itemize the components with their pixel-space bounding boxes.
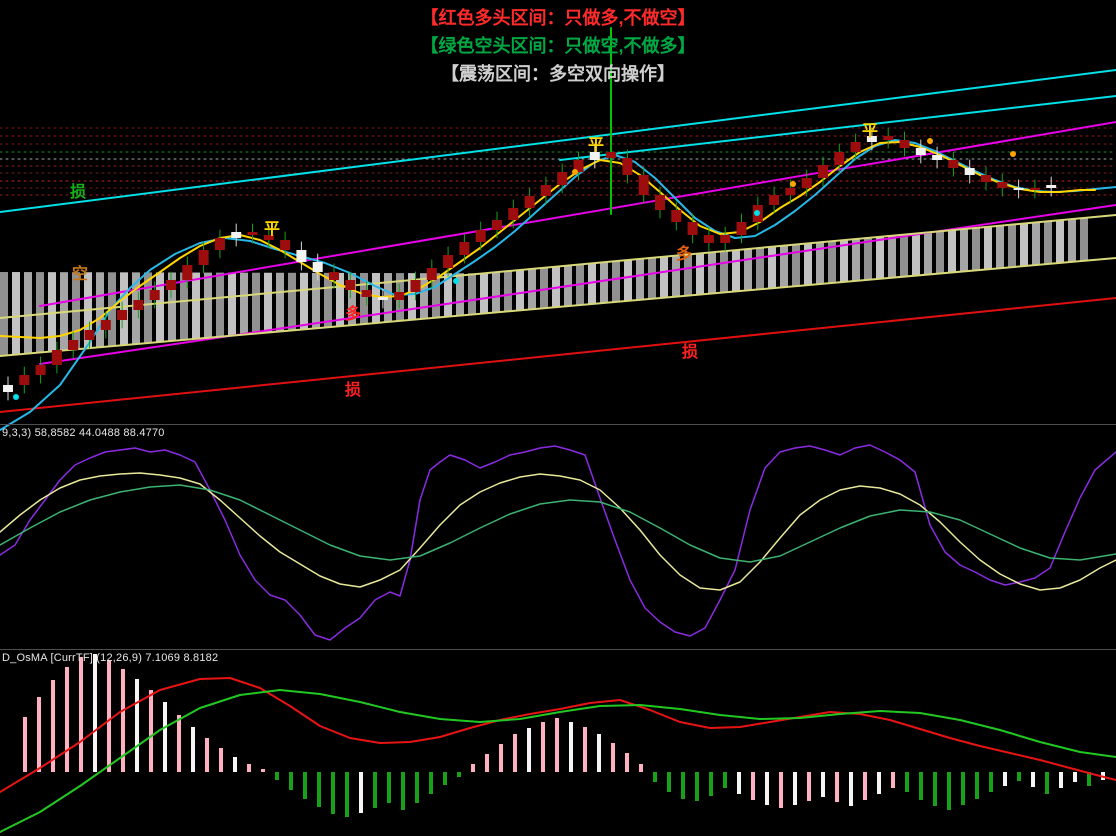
trade-marker: 平 xyxy=(264,221,281,238)
trade-marker: 损 xyxy=(70,184,87,201)
trade-marker: 多 xyxy=(345,306,362,323)
trade-marker: 平 xyxy=(862,123,879,140)
trade-marker: 多 xyxy=(676,246,693,263)
trade-marker: 损 xyxy=(682,344,699,361)
trade-marker: 空 xyxy=(72,266,89,283)
stochastic-panel[interactable] xyxy=(0,444,1116,641)
panel-separators xyxy=(0,424,1116,650)
macd-indicator-label: D_OsMA [CurrTF] (12,26,9) 7.1069 8.8182 xyxy=(2,652,219,664)
macd-panel[interactable] xyxy=(0,654,1116,833)
trade-marker: 平 xyxy=(588,137,605,154)
price-panel[interactable] xyxy=(0,27,1116,431)
trade-marker: 损 xyxy=(345,382,362,399)
stochastic-indicator-label: 9,3,3) 58,8582 44.0488 88.4770 xyxy=(2,427,165,439)
